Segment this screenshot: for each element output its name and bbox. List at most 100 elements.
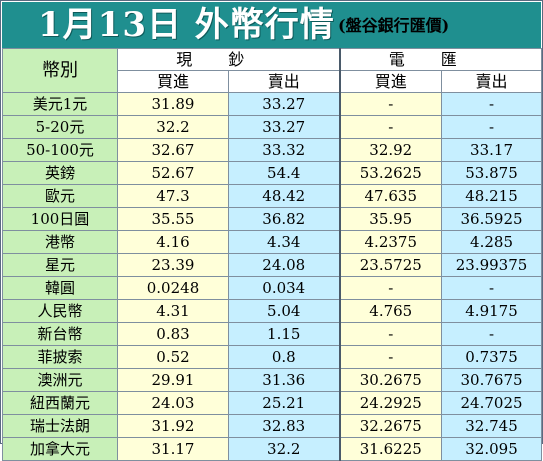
currency-name: 100日圓: [2, 207, 118, 231]
tt-buy-value: 47.635: [338, 184, 443, 208]
table-row: 紐西蘭元 24.03 25.21 24.2925 24.7025: [2, 391, 543, 415]
cash-buy-value: 35.55: [117, 207, 229, 231]
cash-buy-value: 32.67: [117, 138, 229, 162]
cash-buy-value: 0.83: [117, 322, 229, 346]
tt-buy-value: -: [338, 115, 443, 139]
currency-name: 5-20元: [2, 115, 118, 139]
tt-buy-value: -: [338, 276, 443, 300]
cash-sell-value: 0.034: [227, 276, 341, 300]
cash-buy-value: 29.91: [117, 368, 229, 392]
tt-sell-value: 23.99375: [441, 253, 543, 277]
source-note: (盤谷銀行匯價): [338, 16, 450, 35]
table-row: 英鎊 52.67 54.4 53.2625 53.875: [2, 161, 543, 185]
tt-buy-value: 32.92: [338, 138, 443, 162]
table-row: 韓圓 0.0248 0.034- -: [2, 276, 543, 300]
cash-sell-value: 24.08: [227, 253, 341, 277]
tt-sell-value: 30.7675: [441, 368, 543, 392]
cash-group-header: 現鈔: [116, 48, 341, 71]
table-row: 5-20元 32.2 33.27- -: [2, 115, 543, 139]
currency-name: 澳洲元: [2, 368, 118, 392]
group-header-row: 幣別 現鈔 電匯: [2, 48, 543, 93]
cash-sell-value: 33.32: [227, 138, 341, 162]
cash-sell-value: 36.82: [227, 207, 341, 231]
tt-buy-value: -: [338, 322, 443, 346]
cash-sell-value: 4.34: [227, 230, 341, 254]
table-row: 新台幣 0.83 1.15- -: [2, 322, 543, 346]
currency-name: 港幣: [2, 230, 118, 254]
tt-sell-value: 32.745: [441, 414, 543, 438]
table-row: 港幣 4.16 4.34 4.2375 4.285: [2, 230, 543, 254]
tt-buy-value: 32.2675: [338, 414, 443, 438]
cash-buy-value: 31.89: [117, 92, 229, 116]
table-row: 50-100元 32.67 33.32 32.92 33.17: [2, 138, 543, 162]
currency-name: 菲披索: [2, 345, 118, 369]
telegraphic-group-header: 電匯: [338, 48, 543, 71]
currency-name: 瑞士法朗: [2, 414, 118, 438]
cash-sell-value: 1.15: [227, 322, 341, 346]
tt-sell-value: 4.285: [441, 230, 543, 254]
tt-buy-value: -: [338, 345, 443, 369]
cash-buy-value: 32.2: [117, 115, 229, 139]
tt-sell-value: 0.7375: [441, 345, 543, 369]
tt-buy-value: 30.2675: [338, 368, 443, 392]
cash-buy-value: 0.0248: [117, 276, 229, 300]
tt-buy-value: 31.6225: [338, 437, 443, 461]
tt-buy-value: -: [338, 92, 443, 116]
currency-name: 加拿大元: [2, 437, 118, 461]
table-row: 美元1元 31.89 33.27- -: [2, 92, 543, 116]
cash-sell-value: 0.8: [227, 345, 341, 369]
tt-buy-value: 23.5725: [338, 253, 443, 277]
table-row: 瑞士法朗 31.92 32.83 32.2675 32.745: [2, 414, 543, 438]
table-row: 100日圓 35.55 36.82 35.95 36.5925: [2, 207, 543, 231]
cash-buy-header: 買進: [117, 70, 229, 93]
tt-sell-value: 48.215: [441, 184, 543, 208]
cash-buy-value: 31.17: [117, 437, 229, 461]
table-row: 菲披索 0.52 0.8-0.7375: [2, 345, 543, 369]
cash-sell-value: 31.36: [227, 368, 341, 392]
cash-buy-value: 4.31: [117, 299, 229, 323]
tt-sell-value: 36.5925: [441, 207, 543, 231]
column-header-row: 買進 賣出 買進 賣出: [3, 70, 543, 93]
table-row: 澳洲元 29.91 31.36 30.2675 30.7675: [2, 368, 543, 392]
cash-buy-value: 0.52: [117, 345, 229, 369]
cash-buy-value: 4.16: [117, 230, 229, 254]
currency-column-header: 幣別: [2, 48, 118, 93]
currency-name: 星元: [2, 253, 118, 277]
currency-name: 韓圓: [2, 276, 118, 300]
tt-sell-value: -: [441, 276, 543, 300]
currency-name: 人民幣: [2, 299, 118, 323]
currency-name: 歐元: [2, 184, 118, 208]
cash-sell-value: 33.27: [227, 115, 341, 139]
tt-sell-value: 4.9175: [441, 299, 543, 323]
cash-buy-value: 52.67: [117, 161, 229, 185]
cash-sell-value: 33.27: [227, 92, 341, 116]
cash-sell-value: 32.83: [227, 414, 341, 438]
cash-sell-value: 25.21: [227, 391, 341, 415]
table-row: 加拿大元 31.17 32.2 31.6225 32.095: [2, 437, 543, 461]
tt-buy-value: 53.2625: [338, 161, 443, 185]
exchange-rate-table: 幣別 現鈔 電匯 買進 賣出 買進 賣出 美元1元 31.89 33.27- -5-2…: [2, 48, 543, 461]
cash-sell-value: 32.2: [227, 437, 341, 461]
table-row: 歐元 47.3 48.42 47.635 48.215: [2, 184, 543, 208]
cash-buy-value: 31.92: [117, 414, 229, 438]
table-row: 人民幣 4.31 5.04 4.765 4.9175: [2, 299, 543, 323]
cash-sell-header: 賣出: [227, 70, 341, 93]
tt-sell-value: -: [441, 115, 543, 139]
cash-sell-value: 5.04: [227, 299, 341, 323]
tt-sell-value: 32.095: [441, 437, 543, 461]
tt-buy-header: 買進: [338, 70, 443, 93]
page-title: 1月13日 外幣行情: [38, 5, 335, 45]
tt-sell-value: -: [441, 92, 543, 116]
currency-name: 新台幣: [2, 322, 118, 346]
currency-name: 英鎊: [2, 161, 118, 185]
tt-sell-value: 33.17: [441, 138, 543, 162]
table-row: 星元 23.39 24.08 23.5725 23.99375: [2, 253, 543, 277]
currency-name: 美元1元: [2, 92, 118, 116]
cash-sell-value: 48.42: [227, 184, 341, 208]
cash-buy-value: 23.39: [117, 253, 229, 277]
cash-buy-value: 24.03: [117, 391, 229, 415]
tt-sell-value: 53.875: [441, 161, 543, 185]
tt-sell-value: -: [441, 322, 543, 346]
tt-buy-value: 4.2375: [338, 230, 443, 254]
